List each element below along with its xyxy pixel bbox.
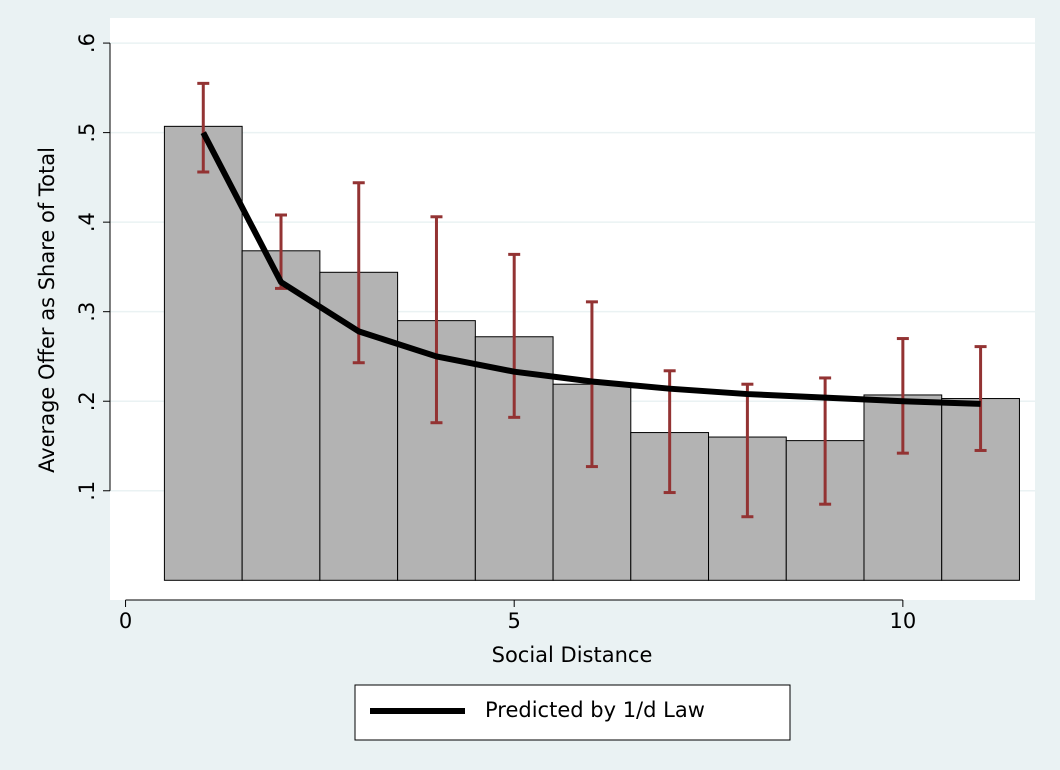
x-tick-label: 10 xyxy=(889,609,916,633)
line xyxy=(200,131,981,407)
error-bar xyxy=(430,215,443,425)
error-bar xyxy=(508,252,521,419)
error-bar xyxy=(896,337,909,455)
bar xyxy=(241,250,321,581)
x-tick-label: 5 xyxy=(508,609,521,633)
y-tick-label: .5 xyxy=(75,123,99,143)
x-axis-title: Social Distance xyxy=(492,643,653,667)
y-tick-label: .2 xyxy=(75,391,99,411)
error-bar xyxy=(974,345,987,452)
y-tick-label: .4 xyxy=(75,212,99,232)
y-tick-label: .1 xyxy=(75,481,99,501)
error-bar xyxy=(197,81,210,174)
y-tick-label: .3 xyxy=(75,302,99,322)
x-tick-label: 0 xyxy=(119,609,132,633)
bar xyxy=(163,125,243,581)
legend-label: Predicted by 1/d Law xyxy=(485,698,705,722)
error-bar xyxy=(741,382,754,519)
y-axis-title: Average Offer as Share of Total xyxy=(35,147,59,473)
y-tick-label: .6 xyxy=(75,33,99,53)
